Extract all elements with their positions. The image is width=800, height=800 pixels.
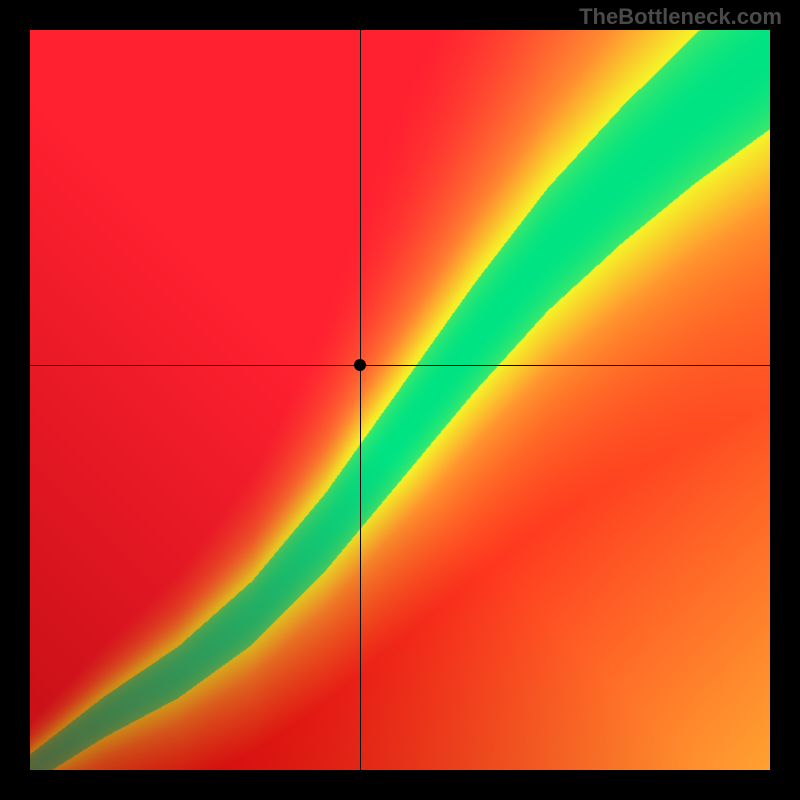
watermark-text: TheBottleneck.com [579, 4, 782, 30]
heatmap-canvas [30, 30, 770, 770]
heatmap-plot [30, 30, 770, 770]
crosshair-horizontal [30, 365, 770, 366]
crosshair-marker [354, 359, 366, 371]
crosshair-vertical [360, 30, 361, 770]
chart-container: TheBottleneck.com [0, 0, 800, 800]
